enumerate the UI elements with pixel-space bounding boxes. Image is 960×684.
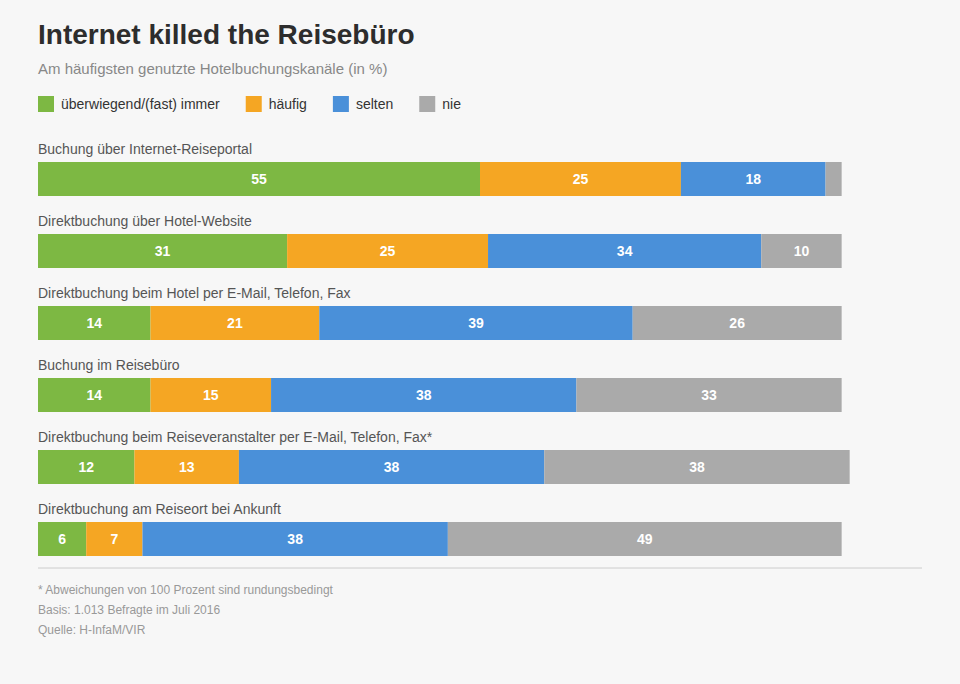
bar-segment [633, 306, 842, 340]
labels: Buchung über Internet-Reiseportal 55 25 18 D… [38, 141, 809, 547]
footnote: Basis: 1.013 Befragte im Juli 2016 [38, 603, 220, 617]
legend-swatch [38, 96, 54, 112]
legend-label: nie [442, 96, 461, 112]
category-label: Buchung im Reisebüro [38, 357, 180, 373]
bar-segment [488, 234, 761, 268]
data-label: 33 [701, 387, 717, 403]
bar-segment [448, 522, 842, 556]
category-label: Direktbuchung am Reiseort bei Ankunft [38, 501, 281, 517]
chart: Internet killed the Reisebüro Am häufigst… [0, 0, 960, 684]
data-label: 12 [78, 459, 94, 475]
data-label: 15 [203, 387, 219, 403]
bar-segment [142, 522, 447, 556]
legend-label: überwiegend/(fast) immer [61, 96, 220, 112]
legend-swatch [419, 96, 435, 112]
data-label: 49 [637, 531, 653, 547]
data-label: 31 [155, 243, 171, 259]
data-label: 6 [58, 531, 66, 547]
title: Internet killed the Reisebüro [38, 19, 415, 50]
data-label: 14 [86, 387, 102, 403]
data-label: 38 [689, 459, 705, 475]
legend: überwiegend/(fast) immer häufig selten nie [38, 96, 461, 112]
bar-segment [38, 522, 86, 556]
bar-segment [86, 522, 142, 556]
data-label: 38 [416, 387, 432, 403]
category-label: Direktbuchung beim Reiseveranstalter per… [38, 429, 433, 445]
data-label: 26 [729, 315, 745, 331]
category-label: Direktbuchung beim Hotel per E-Mail, Tel… [38, 285, 351, 301]
bar-segment [271, 378, 576, 412]
data-label: 18 [745, 171, 761, 187]
footnote: * Abweichungen von 100 Prozent sind rund… [38, 583, 334, 597]
bar-segment [544, 450, 849, 484]
legend-label: häufig [269, 96, 307, 112]
legend-swatch [333, 96, 349, 112]
legend-swatch [246, 96, 262, 112]
x-axis-line [38, 568, 922, 569]
data-label: 55 [251, 171, 267, 187]
bar-segment [151, 306, 320, 340]
bar-segment [681, 162, 826, 196]
bar-segment [38, 450, 134, 484]
bar-segment [38, 378, 151, 412]
data-label: 13 [179, 459, 195, 475]
subtitle: Am häufigsten genutzte Hotelbuchungskanä… [38, 60, 387, 77]
background [0, 0, 960, 684]
data-label: 38 [384, 459, 400, 475]
bar-segment [151, 378, 272, 412]
data-label: 21 [227, 315, 243, 331]
data-label: 38 [287, 531, 303, 547]
category-label: Buchung über Internet-Reiseportal [38, 141, 252, 157]
data-label: 25 [573, 171, 589, 187]
data-label: 34 [617, 243, 633, 259]
bar-segment [38, 162, 480, 196]
bar-segment [287, 234, 488, 268]
bar-segment [576, 378, 841, 412]
bars [38, 162, 850, 556]
bar-segment [38, 234, 287, 268]
footnote: Quelle: H-InfaM/VIR [38, 623, 146, 637]
bar-segment [239, 450, 544, 484]
data-label: 10 [794, 243, 810, 259]
category-label: Direktbuchung über Hotel-Website [38, 213, 252, 229]
bar-segment [134, 450, 238, 484]
data-label: 39 [468, 315, 484, 331]
data-label: 14 [86, 315, 102, 331]
bar-segment [480, 162, 681, 196]
bar-segment [761, 234, 841, 268]
bar-segment [38, 306, 151, 340]
bar-segment [319, 306, 632, 340]
legend-label: selten [356, 96, 393, 112]
bar-segment [826, 162, 842, 196]
data-label: 7 [110, 531, 118, 547]
data-label: 25 [380, 243, 396, 259]
